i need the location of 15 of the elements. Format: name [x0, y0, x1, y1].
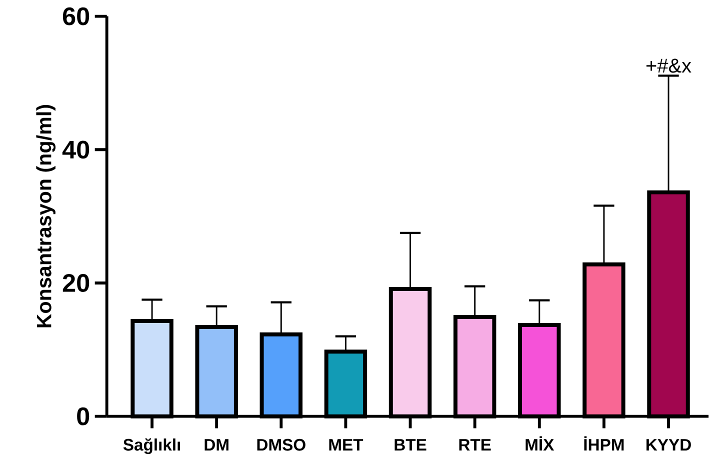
y-tick-label: 20 — [62, 274, 90, 292]
y-tick-label: 40 — [62, 140, 90, 158]
x-tick-label: RTE — [459, 438, 491, 450]
x-tick-label: MET — [329, 438, 364, 450]
x-tick-label: BTE — [394, 438, 426, 450]
x-tick-label: Sağlıklı — [123, 438, 180, 454]
y-tick-label: 60 — [62, 7, 90, 26]
annotation: +#&x — [646, 58, 692, 73]
x-tick-label: KYYD — [646, 438, 691, 450]
y-tick-label: 0 — [77, 407, 90, 426]
x-tick-label: DMSO — [257, 438, 306, 451]
x-tick-label: DM — [204, 438, 228, 450]
x-tick-label: MİX — [526, 436, 554, 450]
x-tick-label: İHPM — [584, 436, 624, 450]
y-axis-title: Konsantrasyon (ng/ml) — [36, 104, 56, 328]
